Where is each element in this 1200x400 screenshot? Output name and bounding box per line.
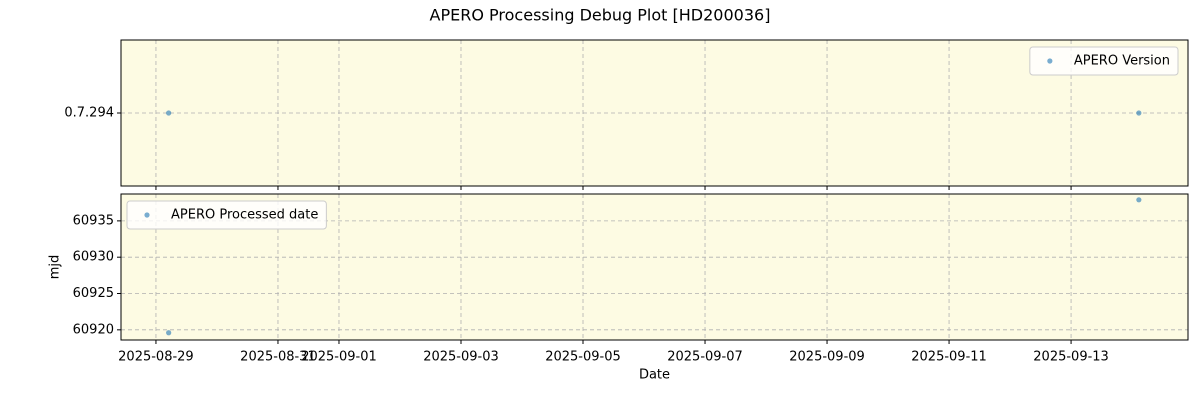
x-tick-label: 2025-08-31 <box>240 350 316 365</box>
legend: APERO Version <box>1029 46 1179 76</box>
y-tick-label: 0.7.294 <box>64 106 114 121</box>
y-tick-label: 60925 <box>73 286 114 301</box>
legend-label: APERO Version <box>1074 54 1170 69</box>
x-tick-label: 2025-09-13 <box>1033 350 1109 365</box>
x-tick-label: 2025-09-11 <box>911 350 987 365</box>
x-tick-label: 2025-09-03 <box>423 350 499 365</box>
plot-frame <box>120 39 1189 187</box>
x-tick-label: 2025-09-09 <box>789 350 865 365</box>
data-point <box>166 330 172 336</box>
y-tick-label: 60920 <box>73 322 114 337</box>
x-tick-label: 2025-09-01 <box>301 350 377 365</box>
legend: APERO Processed date <box>126 200 327 230</box>
x-tick-label: 2025-09-07 <box>667 350 743 365</box>
x-axis-label: Date <box>639 368 670 383</box>
legend-box <box>1029 46 1179 76</box>
data-point <box>166 110 172 116</box>
data-point <box>1136 110 1142 116</box>
y-tick-label: 60935 <box>73 213 114 228</box>
y-axis-label: mjd <box>48 255 63 280</box>
x-tick-label: 2025-09-05 <box>545 350 621 365</box>
legend-label: APERO Processed date <box>171 208 318 223</box>
plot-frame <box>120 193 1189 341</box>
legend-box <box>126 200 327 230</box>
data-point <box>1136 197 1142 203</box>
figure-title: APERO Processing Debug Plot [HD200036] <box>430 6 771 25</box>
legend-marker <box>144 212 150 218</box>
y-tick-label: 60930 <box>73 250 114 265</box>
x-tick-label: 2025-08-29 <box>118 350 194 365</box>
legend-marker <box>1047 58 1053 64</box>
